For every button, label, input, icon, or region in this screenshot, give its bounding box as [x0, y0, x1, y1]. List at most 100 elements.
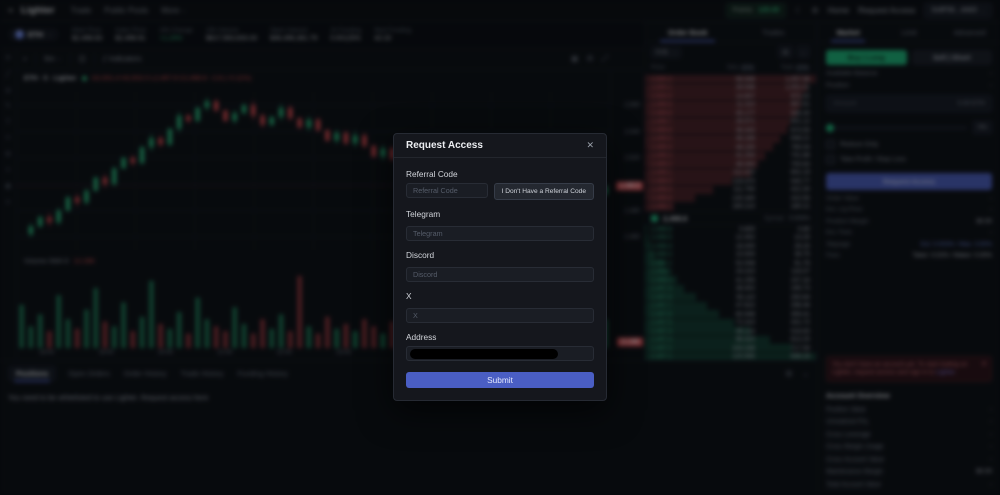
request-access-link[interactable]: Request Access: [858, 6, 916, 15]
bid-row[interactable]: 2,498.5 12.452 13.25: [645, 233, 816, 243]
bid-row[interactable]: 2,498.0 41.255 157.33: [645, 276, 816, 285]
referral-code-input[interactable]: [406, 183, 488, 198]
ask-row[interactable]: 2,499.6 36.343 874.55: [645, 126, 816, 135]
topnav-item-more[interactable]: More ⌄: [161, 6, 187, 15]
ask-total: 652.19: [790, 169, 810, 177]
ask-row[interactable]: 2,500.0 14.807 972.42: [645, 92, 816, 101]
bid-row[interactable]: 2,498.4 16.000 29.25: [645, 242, 816, 251]
tab-market[interactable]: Market: [818, 22, 879, 42]
tool-menu-icon[interactable]: ≡: [5, 197, 11, 206]
sell-short-button[interactable]: Sell | Short: [911, 50, 992, 65]
ask-row[interactable]: 2,498.7 180.210 180.21: [645, 202, 816, 212]
bottom-tab-trade-history[interactable]: Trade History: [180, 369, 224, 378]
price-axis[interactable]: 2,5602,5402,5202,5002,4802,4602,498.612.…: [610, 70, 644, 350]
size-slider[interactable]: [826, 123, 967, 132]
ask-row[interactable]: 2,499.5 48.168 838.21: [645, 134, 816, 144]
no-referral-code-button[interactable]: I Don't Have a Referral Code: [493, 183, 594, 200]
bid-row[interactable]: 2,497.2 104.338 717.59: [645, 344, 816, 353]
tool-brush-icon[interactable]: ✎: [4, 101, 12, 110]
reduce-only-checkbox[interactable]: [826, 140, 835, 149]
candle-type-icon[interactable]: ◫: [78, 54, 86, 63]
ask-row[interactable]: 2,499.3 41.254 741.88: [645, 151, 816, 161]
home-link[interactable]: Home: [827, 6, 850, 15]
tool-measure-icon[interactable]: ⌗: [5, 133, 11, 142]
reduce-only-row[interactable]: Reduce Only: [826, 140, 992, 149]
tab-advanced[interactable]: Advanced: [953, 27, 986, 37]
tab-trades[interactable]: Trades: [762, 27, 785, 37]
ask-row[interactable]: 2,498.9 111.750 422.30: [645, 185, 816, 195]
topnav-item-trade[interactable]: Trade: [70, 6, 92, 15]
amount-input[interactable]: Amount 0.00 ETH: [826, 95, 992, 112]
ask-row[interactable]: 2,500.1 28.598 1,001.01: [645, 83, 816, 93]
tool-trendline-icon[interactable]: ╱: [5, 69, 11, 78]
chart-settings-icon[interactable]: ⚙: [586, 53, 594, 63]
request-access-button[interactable]: Request Access: [826, 173, 992, 190]
banner-close-icon[interactable]: ✕: [981, 361, 987, 368]
bid-row[interactable]: 2,498.3 10.500 39.75: [645, 250, 816, 260]
bottom-tab-funding-history[interactable]: Funding History: [237, 369, 288, 378]
fullscreen-icon[interactable]: ⤢: [601, 53, 608, 63]
ask-row[interactable]: 2,500.2 56.948 1,057.96: [645, 75, 816, 84]
wallet-chip[interactable]: 0x9F56...4A83 ⌄: [924, 3, 992, 18]
screenshot-icon[interactable]: ▣: [570, 53, 579, 63]
bid-row[interactable]: 2,497.1 120.565 838.16: [645, 352, 816, 362]
topnav-item-public-pools[interactable]: Public Pools: [104, 6, 149, 15]
buy-long-button[interactable]: Buy | Long: [826, 50, 907, 65]
ask-row[interactable]: 2,499.8 45.177 946.30: [645, 109, 816, 118]
bid-row[interactable]: 2,497.7 47.622 298.46: [645, 301, 816, 311]
points-badge[interactable]: Points: 125.00: [725, 3, 787, 18]
timeframe-selector[interactable]: 5m ⌄: [44, 54, 61, 63]
ask-row[interactable]: 2,499.7 26.571 901.12: [645, 117, 816, 127]
chart-search-icon[interactable]: ⌕: [23, 53, 28, 63]
slider-knob[interactable]: [826, 123, 834, 132]
tool-crosshair-icon[interactable]: ✛: [4, 53, 12, 62]
ask-row[interactable]: 2,498.8 130.340 310.55: [645, 194, 816, 203]
bid-row[interactable]: 2,497.6 60.948 359.41: [645, 310, 816, 319]
depth-view-icon[interactable]: ▤: [778, 46, 793, 58]
theme-icon[interactable]: ☾: [795, 6, 803, 15]
tick-size-selector[interactable]: 0.01 ⌄: [651, 46, 682, 58]
tool-fibonacci-icon[interactable]: φ: [5, 85, 11, 94]
bid-row[interactable]: 2,498.1 24.310 116.07: [645, 267, 816, 277]
tpsl-row[interactable]: Take Profit / Stop Loss: [826, 155, 992, 164]
modal-close-icon[interactable]: ✕: [586, 140, 594, 150]
layout-toggle-icon[interactable]: ⌄: [796, 46, 810, 58]
address-input[interactable]: [406, 346, 594, 361]
recenter-icon[interactable]: [651, 214, 658, 222]
ask-row[interactable]: 2,499.2 48.440 700.63: [645, 160, 816, 169]
grid-layout-icon[interactable]: ⊞: [785, 369, 793, 378]
ask-row[interactable]: 2,499.0 118.470 540.77: [645, 177, 816, 186]
brand[interactable]: ⌁ Lighter: [8, 5, 55, 16]
settings-icon[interactable]: ⚙: [811, 6, 819, 15]
discord-input[interactable]: [406, 267, 594, 282]
bid-row[interactable]: 2,497.9 38.402 195.73: [645, 284, 816, 294]
bid-row[interactable]: 2,498.6 0.800 0.80: [645, 225, 816, 234]
bid-row[interactable]: 2,497.3 96.420 613.25: [645, 335, 816, 345]
ask-row[interactable]: 2,499.9 11.310 957.61: [645, 100, 816, 110]
bottom-tab-positions[interactable]: Positions: [8, 366, 57, 382]
lighter-link[interactable]: Lighter: [935, 369, 955, 376]
ask-row[interactable]: 2,499.1 111.420 652.19: [645, 168, 816, 178]
bid-row[interactable]: 2,498.2 52.008 91.76: [645, 259, 816, 268]
bid-row[interactable]: 2,497.4 85.114 516.83: [645, 327, 816, 336]
tpsl-checkbox[interactable]: [826, 155, 835, 164]
tab-limit[interactable]: Limit: [901, 27, 917, 37]
collapse-panel-icon[interactable]: ⌄: [802, 369, 809, 378]
tab-order-book[interactable]: Order Book: [645, 22, 731, 42]
x-input[interactable]: [406, 308, 594, 323]
bottom-tab-open-orders[interactable]: Open Orders: [68, 369, 110, 378]
market-selector[interactable]: Ξ ETH ⌄: [8, 28, 60, 41]
orderbook-mid-row[interactable]: 2,498.6 Spread 0.004%: [645, 211, 816, 225]
telegram-input[interactable]: [406, 226, 594, 241]
ask-total: 180.21: [790, 203, 810, 211]
tool-target-icon[interactable]: ⌖: [5, 165, 11, 174]
tool-text-icon[interactable]: T: [5, 117, 11, 126]
indicators-button[interactable]: ƒ Indicators: [103, 54, 142, 63]
submit-button[interactable]: Submit: [406, 372, 594, 388]
tool-record-icon[interactable]: ◉: [4, 181, 12, 190]
bid-row[interactable]: 2,497.8 55.110 250.84: [645, 293, 816, 302]
bottom-tab-order-history[interactable]: Order History: [123, 369, 167, 378]
tool-zoom-icon[interactable]: ⊕: [4, 149, 12, 158]
bid-row[interactable]: 2,497.5 72.310 431.72: [645, 318, 816, 328]
ask-row[interactable]: 2,499.4 48.155 790.04: [645, 143, 816, 152]
